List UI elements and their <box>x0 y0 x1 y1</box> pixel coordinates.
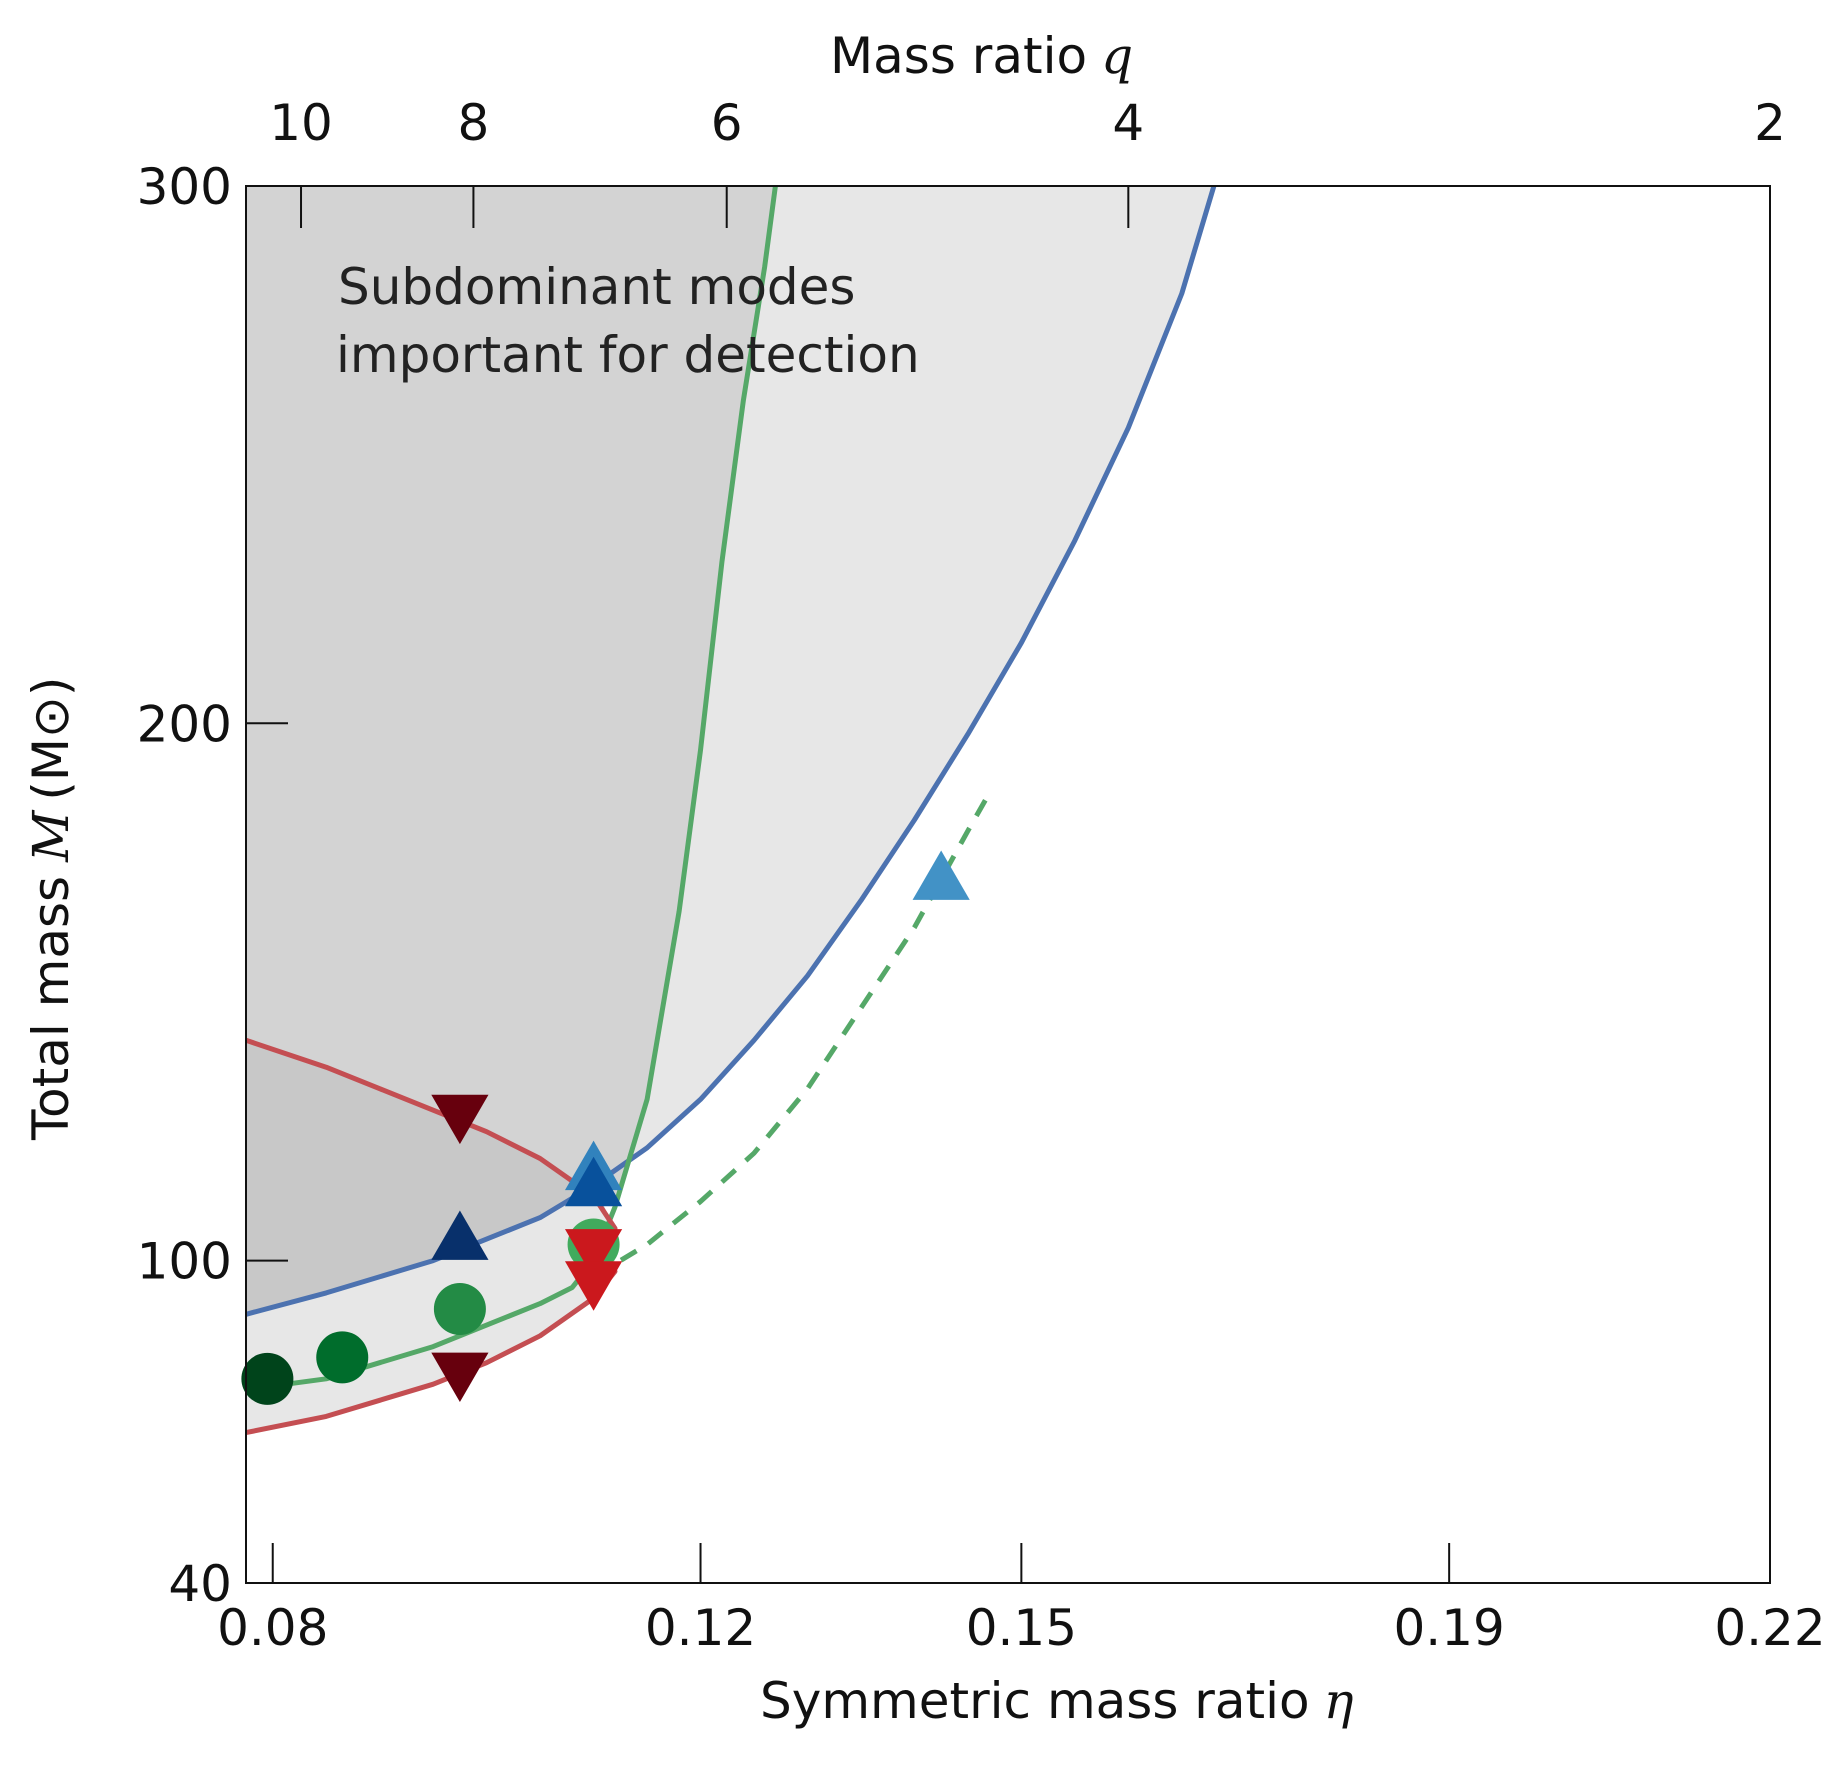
y-tick-label: 300 <box>137 158 232 216</box>
dark-shaded-region <box>246 186 776 1315</box>
marker-circle-0 <box>241 1352 294 1405</box>
y-tick-label: 100 <box>137 1233 232 1291</box>
marker-triangle-down-10 <box>564 1229 623 1279</box>
marker-triangle-up-4 <box>431 1210 489 1260</box>
green-dashed-line <box>592 791 992 1279</box>
y-tick-label: 40 <box>168 1555 232 1613</box>
shaded-regions <box>246 186 1770 1433</box>
marker-circle-1 <box>316 1331 369 1384</box>
x-tick-label: 0.22 <box>1714 1599 1825 1657</box>
top-tick-label: 2 <box>1754 94 1786 152</box>
x-tick-label: 0.08 <box>217 1599 328 1657</box>
marker-triangle-down-9 <box>431 1352 489 1403</box>
axis-ticks: 0.08 0.12 0.15 0.19 0.22 40 100 200 300 10 8 6 4 2 <box>137 94 1826 1657</box>
marker-triangle-down-11 <box>564 1261 623 1311</box>
marker-circle-2 <box>433 1282 486 1335</box>
y-axis-title: Total massM(M⊙) <box>22 677 80 1141</box>
x-axis-title: Symmetric mass ratio η <box>760 1672 1354 1730</box>
markers <box>241 850 970 1405</box>
annotation-line-2: important for detection <box>336 326 920 384</box>
marker-triangle-down-8 <box>431 1094 489 1145</box>
marker-triangle-up-7 <box>912 850 970 900</box>
top-tick-label: 10 <box>269 94 333 152</box>
top-tick-label: 8 <box>458 94 490 152</box>
y-tick-label: 200 <box>137 695 232 753</box>
annotation-line-1: Subdominant modes <box>338 258 855 316</box>
red-dark-lens-region <box>246 1040 615 1315</box>
plot-frame <box>245 185 1771 1584</box>
top-tick-label: 6 <box>711 94 743 152</box>
marker-triangle-up-6 <box>564 1156 623 1207</box>
top-tick-label: 4 <box>1112 94 1144 152</box>
top-axis-title: Mass ratio q <box>830 27 1133 85</box>
x-tick-label: 0.19 <box>1393 1599 1504 1657</box>
x-tick-label: 0.12 <box>645 1599 756 1657</box>
x-tick-label: 0.15 <box>966 1599 1077 1657</box>
